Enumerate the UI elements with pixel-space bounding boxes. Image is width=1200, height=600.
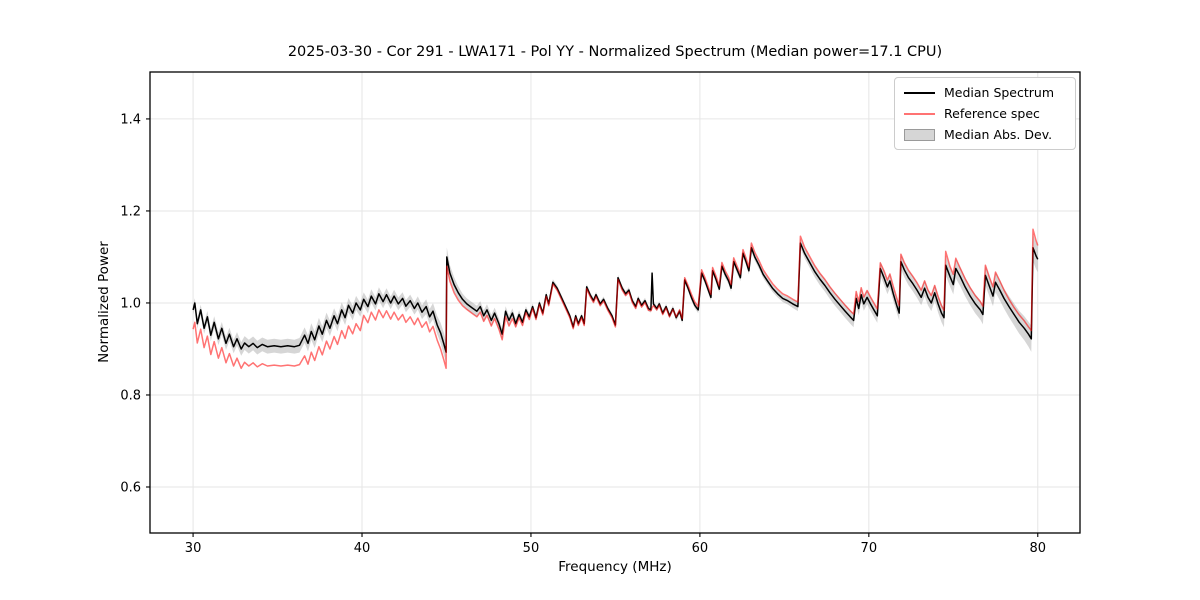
chart-title: 2025-03-30 - Cor 291 - LWA171 - Pol YY -… [287, 44, 943, 60]
y-tick-label: 1.2 [120, 204, 141, 219]
x-tick-label: 60 [692, 541, 709, 556]
x-tick-label: 50 [523, 541, 540, 556]
x-tick-label: 30 [185, 541, 202, 556]
y-tick-label: 1.4 [120, 112, 141, 127]
legend-item-median-abs-dev: Median Abs. Dev. [904, 126, 1065, 143]
median-spectrum-line-sample [904, 91, 935, 94]
median-spectrum-line [192, 242, 1039, 353]
y-tick-label: 0.6 [120, 480, 141, 495]
legend-item-reference-spec: Reference spec [904, 105, 1065, 122]
reference-spec-line [192, 228, 1039, 370]
legend-label: Reference spec [944, 106, 1040, 121]
x-tick-label: 80 [1029, 541, 1046, 556]
mad-band-patch-sample [904, 128, 935, 141]
y-axis-label: Normalized Power [96, 241, 112, 363]
x-tick-label: 70 [861, 541, 878, 556]
legend-label: Median Abs. Dev. [944, 127, 1053, 142]
legend-item-median-spectrum: Median Spectrum [904, 84, 1065, 101]
y-tick-label: 0.8 [120, 388, 141, 403]
x-tick-label: 40 [354, 541, 371, 556]
legend-label: Median Spectrum [944, 85, 1055, 100]
mad-band [193, 234, 1038, 363]
x-axis-label: Frequency (MHz) [558, 559, 672, 575]
y-tick-label: 1.0 [120, 296, 141, 311]
reference-spec-line-sample [904, 112, 935, 115]
axis-ticks: 30 40 50 60 70 80 0.6 0.8 1.0 1.2 1.4 [120, 112, 1046, 556]
legend: Median Spectrum Reference spec Median Ab… [894, 77, 1076, 150]
